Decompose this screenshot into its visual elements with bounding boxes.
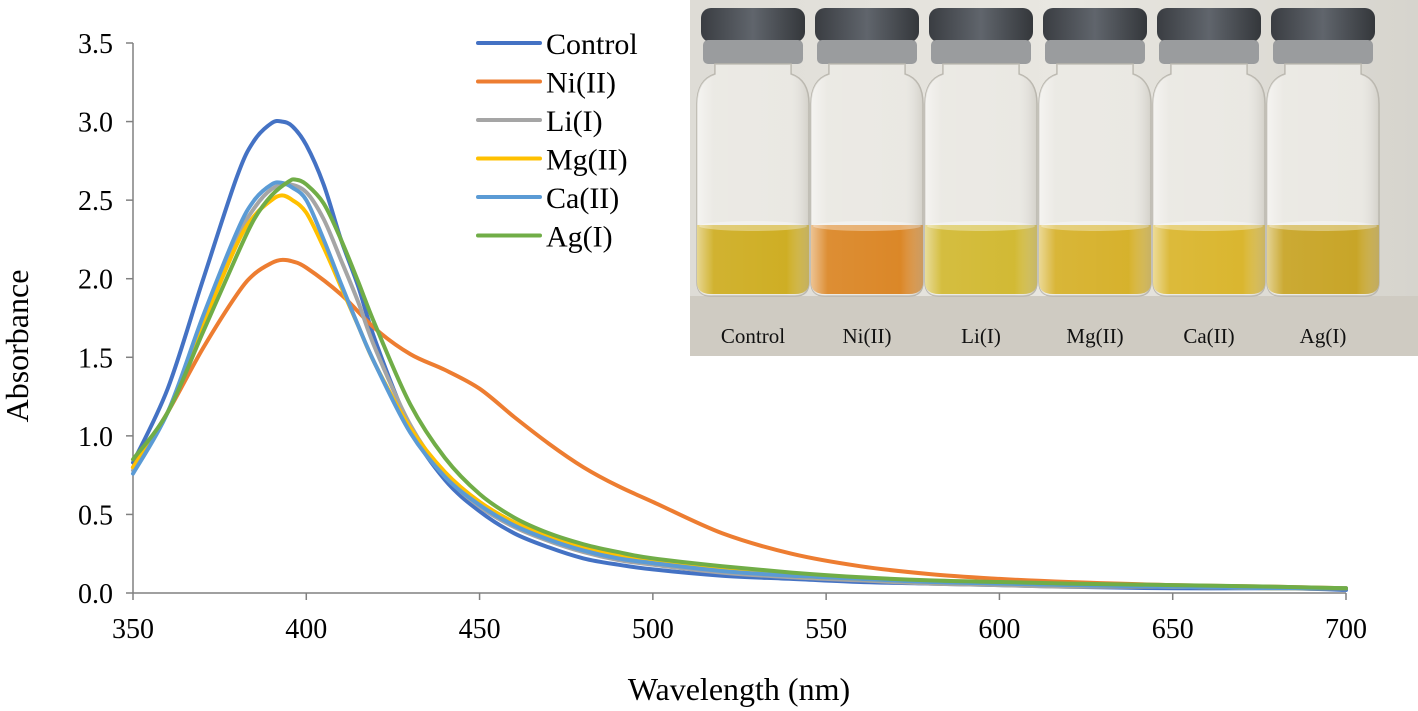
vial-cap [929,8,1033,42]
legend-label: Ca(II) [546,182,619,215]
x-tick-label: 700 [1325,614,1367,645]
y-tick-label: 3.5 [78,29,113,60]
series-line-ni-ii [131,257,1348,591]
legend-label: Mg(II) [546,144,628,177]
y-ticks: 0.0 0.5 1.0 1.5 2.0 2.5 3.0 3.5 [78,29,133,610]
y-tick-label: 1.5 [78,343,113,374]
vial-cap [1043,8,1147,42]
series-group [131,118,1348,592]
x-tick-label: 400 [285,614,327,645]
x-tick-label: 350 [112,614,154,645]
vial: Control [696,8,810,348]
legend: Control Ni(II) Li(I) Mg(II) Ca(II) Ag(I) [476,28,638,254]
vial: Li(I) [924,8,1038,348]
y-tick-label: 1.0 [78,422,113,453]
x-tick-label: 550 [805,614,847,645]
x-axis-title: Wavelength (nm) [628,671,850,707]
vial-label: Control [721,324,785,348]
vial: Mg(II) [1038,8,1152,348]
vial-sheen [1039,64,1151,296]
legend-label: Li(I) [546,105,603,138]
vial-sheen [1153,64,1265,296]
vial-label: Mg(II) [1066,324,1123,348]
x-tick-label: 450 [459,614,501,645]
vial: Ni(II) [810,8,924,348]
bench-surface [690,296,1418,356]
vial-sheen [925,64,1037,296]
y-axis-title: Absorbance [0,270,35,423]
legend-label: Ni(II) [546,67,616,100]
vial-crimp [1273,40,1373,64]
vial-cap [1157,8,1261,42]
legend-label: Control [546,28,638,61]
vial-crimp [703,40,803,64]
vial-crimp [1045,40,1145,64]
y-tick-label: 3.0 [78,108,113,139]
y-tick-label: 0.0 [78,579,113,610]
y-tick-label: 0.5 [78,500,113,531]
vial-label: Ag(I) [1300,324,1347,348]
series-line-ag-i [131,177,1348,591]
x-tick-label: 600 [978,614,1020,645]
vial: Ag(I) [1266,8,1380,348]
vial-sheen [697,64,809,296]
axes [132,43,1346,594]
vial-label: Li(I) [961,324,1001,348]
vial-crimp [931,40,1031,64]
vial-cap [815,8,919,42]
vial-crimp [1159,40,1259,64]
y-tick-label: 2.0 [78,265,113,296]
vial-label: Ni(II) [843,324,892,348]
vial-sheen [811,64,923,296]
vial-crimp [817,40,917,64]
vial-cap [1271,8,1375,42]
vial-cap [701,8,805,42]
vial-label: Ca(II) [1183,324,1234,348]
vial: Ca(II) [1152,8,1266,348]
x-tick-label: 650 [1152,614,1194,645]
vial-sheen [1267,64,1379,296]
legend-label: Ag(I) [546,221,613,254]
y-tick-label: 2.5 [78,186,113,217]
x-tick-label: 500 [632,614,674,645]
x-ticks: 350 400 450 500 550 600 650 700 [112,593,1367,645]
vials-photo: Control Ni(II) Li(I) Mg(II) Ca(II) Ag(I) [690,0,1418,356]
